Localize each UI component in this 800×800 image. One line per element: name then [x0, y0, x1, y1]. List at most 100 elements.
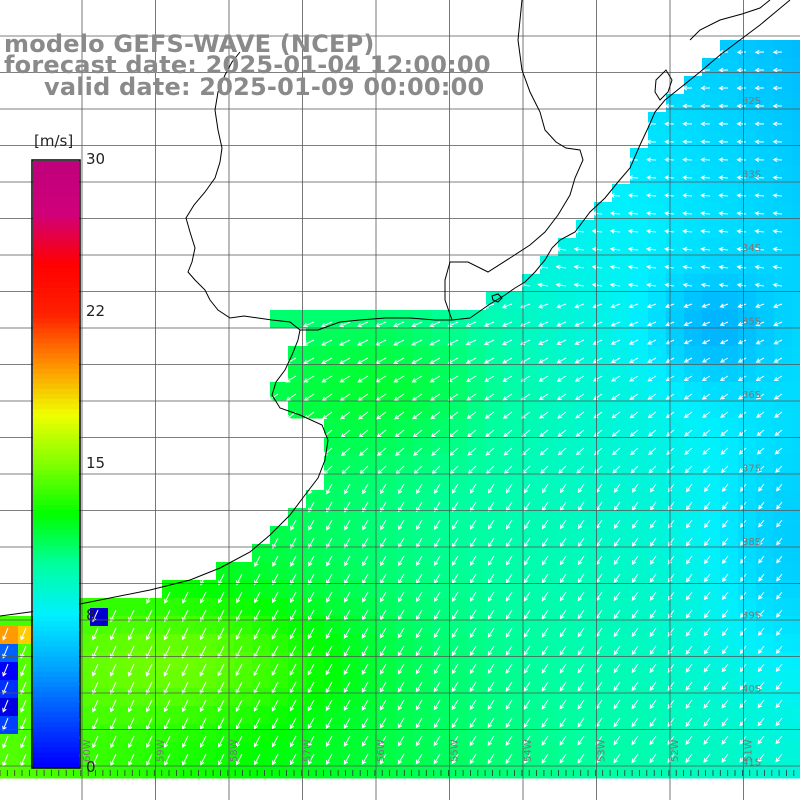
colorbar-step	[33, 514, 79, 521]
speed-cell	[648, 580, 667, 599]
wind-arrow	[343, 753, 351, 765]
speed-cell	[792, 418, 800, 437]
speed-cell	[162, 652, 181, 671]
wind-arrow	[611, 411, 621, 419]
speed-cell	[684, 652, 703, 671]
speed-cell	[576, 580, 595, 599]
colorbar-step	[33, 681, 79, 687]
wind-arrow	[307, 699, 315, 712]
wind-arrow	[758, 573, 765, 582]
wind-arrow	[538, 321, 549, 327]
wind-arrow	[685, 555, 693, 565]
speed-cell	[792, 346, 800, 365]
speed-cell	[414, 580, 433, 599]
speed-cell	[792, 724, 800, 743]
speed-cell	[666, 508, 685, 527]
speed-cell	[666, 184, 685, 203]
speed-cell	[630, 166, 649, 185]
wind-arrow	[631, 609, 639, 620]
wind-arrow	[738, 465, 747, 474]
speed-cell	[486, 544, 505, 563]
speed-cell	[360, 580, 379, 599]
wind-arrow	[720, 465, 729, 474]
speed-cell	[702, 526, 721, 545]
speed-cell	[666, 130, 685, 149]
speed-cell	[234, 670, 253, 689]
wind-arrow	[591, 264, 603, 270]
speed-cell	[342, 526, 361, 545]
speed-cell	[198, 724, 217, 743]
wind-arrow	[649, 483, 657, 493]
colorbar-step	[33, 277, 79, 283]
speed-cell	[414, 598, 433, 617]
wind-arrow	[577, 753, 585, 764]
wind-arrow	[92, 627, 99, 641]
wind-arrow	[772, 193, 783, 198]
speed-cell	[234, 616, 253, 635]
wind-arrow	[721, 717, 729, 727]
wind-arrow	[163, 681, 171, 695]
speed-cell	[252, 562, 271, 581]
colorbar-step	[33, 302, 79, 309]
wind-arrow	[128, 753, 135, 767]
speed-cell	[666, 562, 685, 581]
speed-cell	[558, 256, 577, 275]
wind-arrow	[321, 393, 333, 401]
speed-cell	[342, 598, 361, 617]
speed-cell	[756, 202, 775, 221]
speed-cell	[774, 670, 793, 689]
speed-cell	[252, 742, 271, 761]
wind-arrow	[322, 447, 333, 457]
speed-cell	[432, 418, 451, 437]
wind-arrow	[754, 67, 765, 73]
speed-cell	[648, 634, 667, 653]
wind-arrow	[685, 609, 693, 619]
speed-cell	[486, 400, 505, 419]
speed-cell	[180, 760, 199, 779]
speed-cell	[792, 544, 800, 563]
wind-arrow	[556, 321, 567, 327]
speed-cell	[504, 562, 523, 581]
wind-arrow	[718, 121, 729, 127]
speed-cell	[504, 310, 523, 329]
wind-arrow	[523, 717, 531, 728]
wind-arrow	[667, 753, 675, 764]
wind-arrow	[469, 627, 477, 638]
wind-arrow	[559, 573, 567, 584]
speed-cell	[180, 580, 199, 599]
speed-cell	[666, 238, 685, 257]
wind-arrow	[361, 681, 369, 693]
speed-cell	[756, 742, 775, 761]
speed-cell	[342, 706, 361, 725]
speed-cell	[774, 544, 793, 563]
speed-cell	[504, 544, 523, 563]
wind-arrow	[199, 699, 207, 713]
lon-label: 59W	[156, 739, 167, 762]
wind-arrow	[755, 321, 765, 327]
speed-cell	[396, 508, 415, 527]
wind-arrow	[344, 555, 351, 567]
wind-arrow	[609, 211, 621, 216]
wind-arrow	[649, 609, 657, 619]
speed-cell	[558, 436, 577, 455]
colorbar-step	[33, 171, 79, 177]
wind-arrow	[649, 663, 657, 674]
speed-cell	[720, 436, 739, 455]
speed-cell	[288, 616, 307, 635]
wind-arrow	[452, 501, 459, 512]
wind-arrow	[737, 303, 747, 308]
wind-arrow	[736, 85, 747, 91]
wind-arrow	[181, 663, 189, 677]
speed-cell	[684, 742, 703, 761]
wind-arrow	[503, 429, 513, 438]
wind-arrow	[755, 375, 765, 382]
wind-arrow	[577, 735, 585, 746]
speed-cell	[576, 670, 595, 689]
wind-arrow	[357, 321, 369, 328]
wind-arrow	[235, 645, 243, 659]
speed-cell	[396, 760, 415, 779]
speed-cell	[756, 490, 775, 509]
wind-arrow	[235, 663, 243, 677]
wind-arrow	[667, 699, 675, 710]
model-title: modelo GEFS-WAVE (NCEP)	[4, 30, 375, 58]
